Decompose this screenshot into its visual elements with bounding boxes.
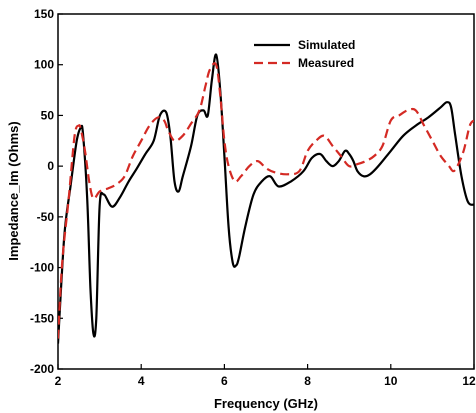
y-axis-title: Impedance_Im (Ohms) [6,121,21,260]
x-tick-label: 10 [384,374,398,388]
y-tick-label: -150 [30,311,54,325]
x-tick-label: 4 [138,374,145,388]
y-tick-label: 150 [34,7,54,21]
y-axis: 150 100 50 0 -50 -100 -150 -200 [30,7,63,376]
y-tick-label: -200 [30,362,54,376]
series-layer [58,53,474,344]
legend-label-simulated: Simulated [298,38,355,52]
y-tick-label: 100 [34,58,54,72]
y-tick-label: 0 [47,159,54,173]
x-tick-label: 2 [55,374,62,388]
series-line-simulated [58,53,474,344]
legend-label-measured: Measured [298,56,354,70]
y-tick-label: -100 [30,261,54,275]
x-axis: 2 4 6 8 10 12 [55,364,476,388]
y-tick-label: 50 [41,108,55,122]
x-tick-label: 12 [462,374,476,388]
plot-area [57,13,475,370]
legend: Simulated Measured [254,38,355,70]
x-tick-label: 6 [221,374,228,388]
y-tick-label: -50 [37,210,55,224]
x-axis-title: Frequency (GHz) [214,396,318,411]
x-tick-label: 8 [304,374,311,388]
